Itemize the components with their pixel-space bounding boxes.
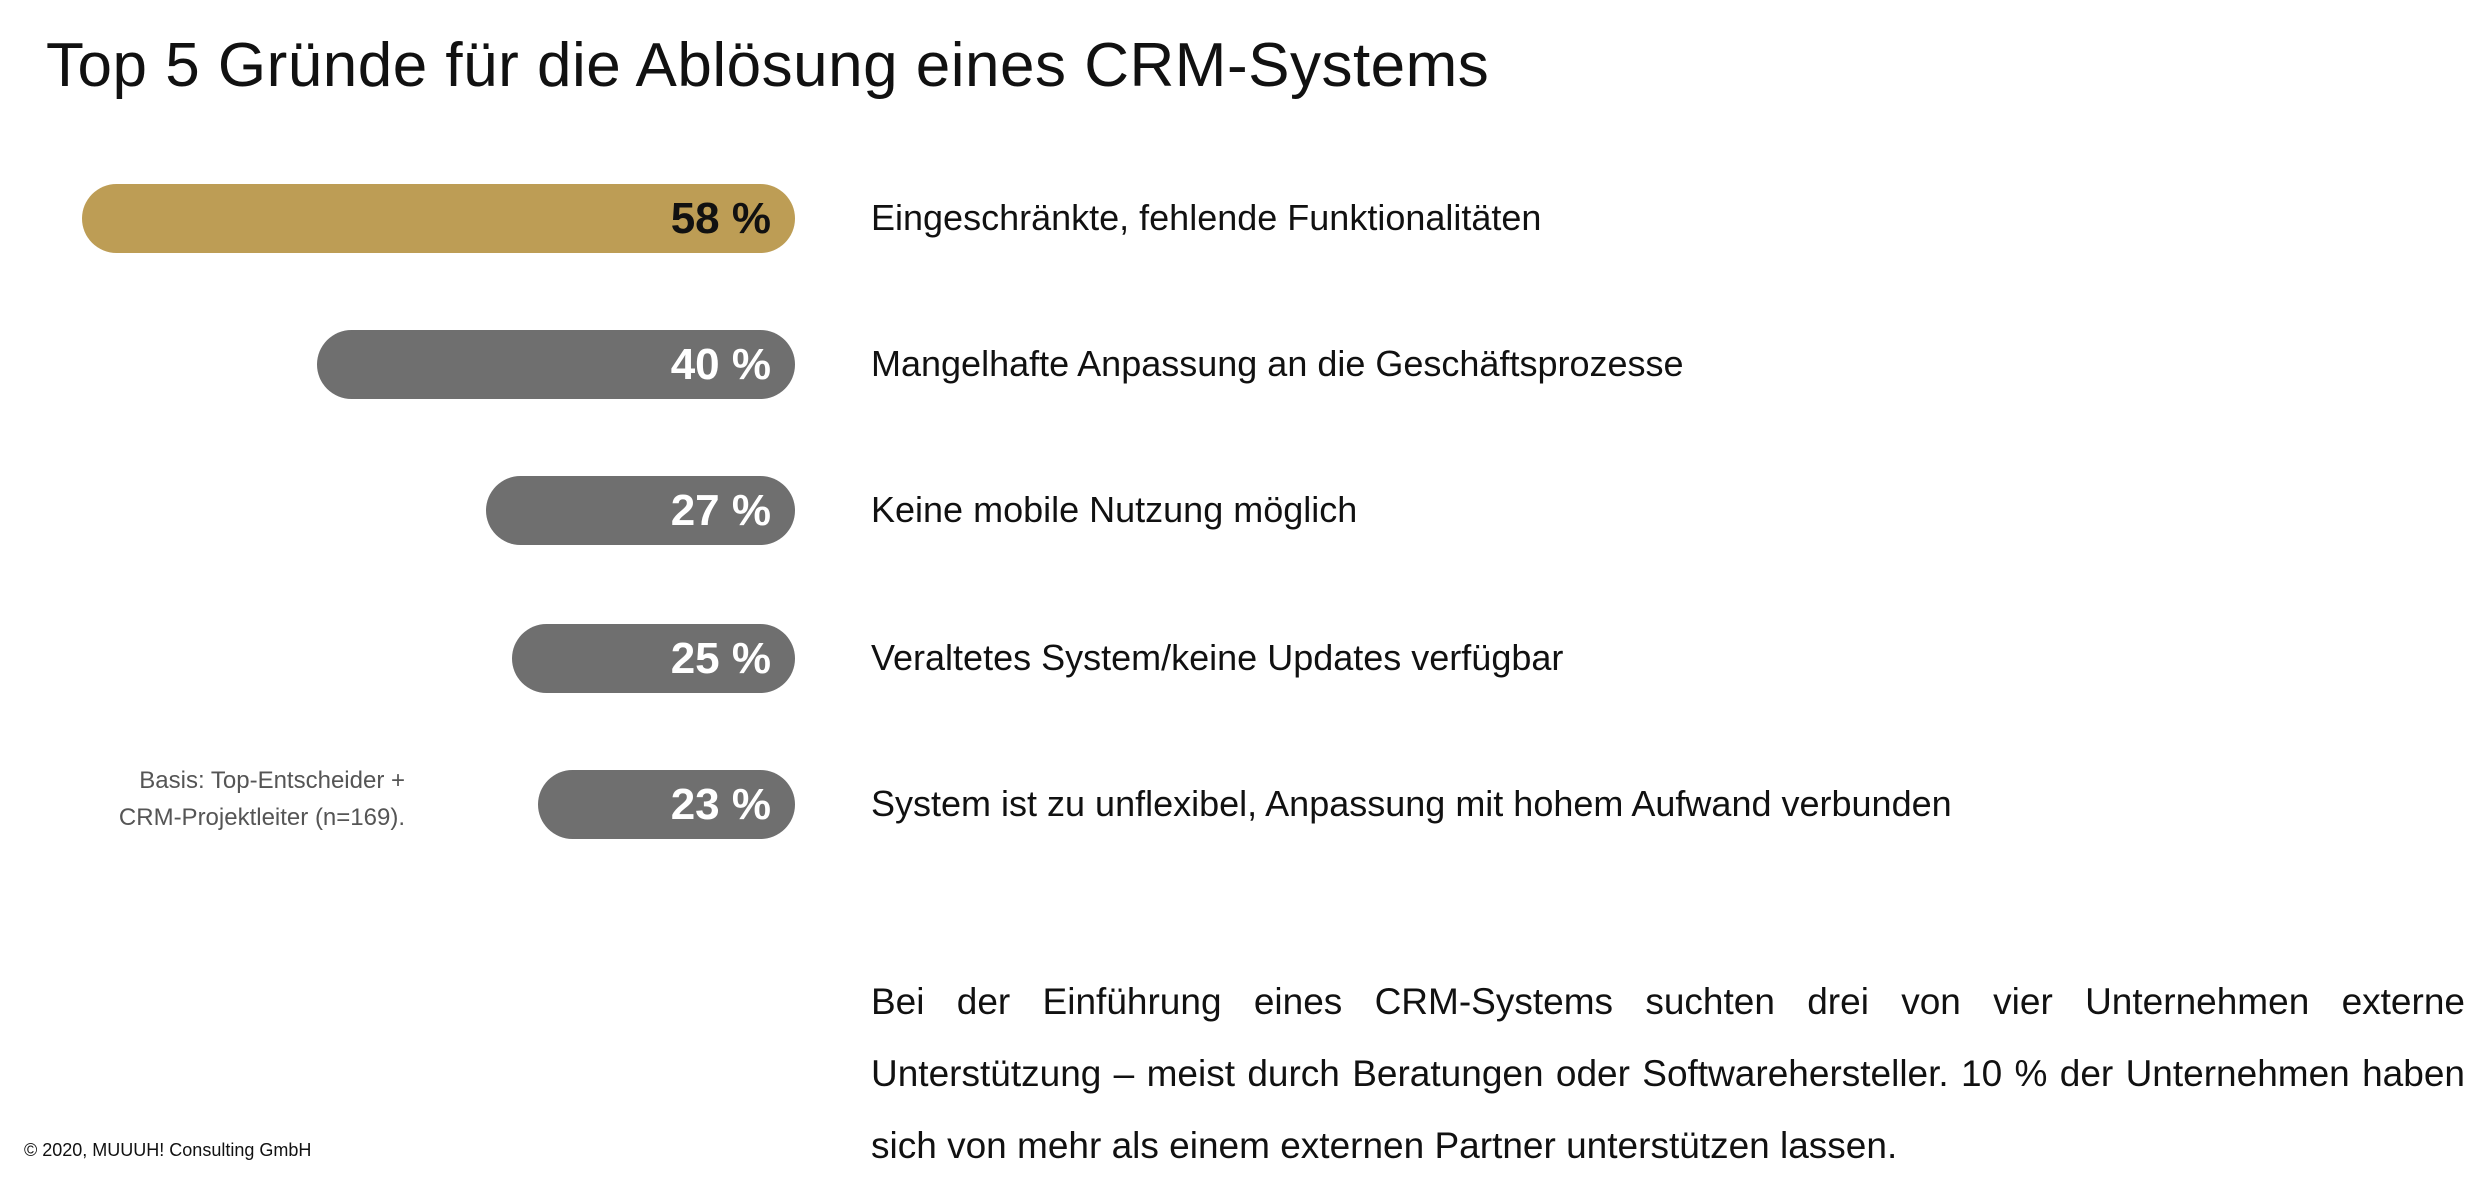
copyright: © 2020, MUUUH! Consulting GmbH [24,1140,312,1160]
category-label: Keine mobile Nutzung möglich [871,489,1358,530]
category-label: Mangelhafte Anpassung an die Geschäftspr… [871,343,1684,384]
bar-1: 58 % [82,184,795,253]
bar-5: 23 % [538,770,795,839]
sample-basis-note: Basis: Top-Entscheider + CRM-Projektleit… [119,762,405,836]
bar-4: 25 % [512,624,795,693]
bar-value-label: 40 % [670,339,771,389]
bar-chart: 58 % Eingeschränkte, fehlende Funktionali… [82,184,1952,839]
basis-line-1: Basis: Top-Entscheider + [139,767,405,794]
category-label: System ist zu unflexibel, Anpassung mit … [871,783,1952,824]
basis-line-2: CRM-Projektleiter (n=169). [118,804,405,831]
bar-value-label: 25 % [670,633,771,683]
bar-value-label: 23 % [670,779,771,829]
category-label: Eingeschränkte, fehlende Funktionalitäte… [871,197,1542,238]
summary-paragraph: Bei der Einführung eines CRM-Systems suc… [871,981,2465,1166]
bar-value-label: 58 % [670,193,771,243]
bar-3: 27 % [486,476,795,545]
category-label: Veraltetes System/keine Updates verfügba… [871,637,1564,678]
bar-2: 40 % [316,330,795,399]
bar-value-label: 27 % [670,485,771,535]
page-title: Top 5 Gründe für die Ablösung eines CRM-… [46,31,1490,100]
